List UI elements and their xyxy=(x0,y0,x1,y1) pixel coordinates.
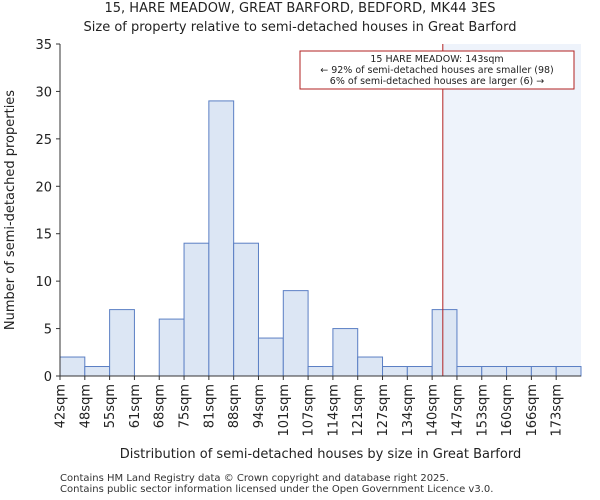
footer-line2: Contains public sector information licen… xyxy=(60,484,494,495)
x-tick-label: 75sqm xyxy=(178,384,193,428)
bar-140sqm xyxy=(431,309,458,377)
x-tick-label: 107sqm xyxy=(302,384,317,437)
larger-region-shade xyxy=(442,44,581,376)
y-ticks: 0 5 10 15 20 25 30 35 xyxy=(35,38,60,385)
x-tick-label: 173sqm xyxy=(550,384,565,437)
y-tick-label: 20 xyxy=(35,180,52,195)
x-tick-label: 114sqm xyxy=(326,384,341,437)
y-tick-label: 10 xyxy=(35,275,52,290)
x-ticks: 42sqm 48sqm 55sqm 61sqm 68sqm 75sqm 81sqm 88sqm… xyxy=(54,376,565,437)
x-tick-label: 68sqm xyxy=(153,384,168,428)
y-axis-label: Number of semi-detached properties xyxy=(3,90,18,330)
bar-81sqm xyxy=(208,100,235,377)
annotation-box: 15 HARE MEADOW: 143sqm ← 92% of semi-det… xyxy=(299,50,575,90)
bar-107sqm xyxy=(307,366,334,377)
bar-127sqm xyxy=(382,366,408,377)
bars-group xyxy=(59,100,582,377)
footer-line1: Contains HM Land Registry data © Crown c… xyxy=(60,473,449,484)
annotation-line2: ← 92% of semi-detached houses are smalle… xyxy=(320,65,554,76)
bar-75sqm xyxy=(183,242,210,377)
bar-101sqm xyxy=(282,290,309,377)
x-tick-label: 134sqm xyxy=(401,384,416,437)
x-tick-label: 48sqm xyxy=(78,384,93,428)
bar-68sqm xyxy=(158,318,185,377)
x-tick-label: 127sqm xyxy=(376,384,391,437)
bar-55sqm xyxy=(109,309,135,377)
x-axis-label: Distribution of semi-detached houses by … xyxy=(120,447,521,462)
annotation-border xyxy=(299,50,575,90)
x-tick-label: 121sqm xyxy=(351,384,366,437)
bar-160sqm xyxy=(506,366,532,377)
chart-title-line1: 15, HARE MEADOW, GREAT BARFORD, BEDFORD,… xyxy=(104,1,496,16)
bar-166sqm xyxy=(530,366,557,377)
x-tick-label: 42sqm xyxy=(54,384,69,428)
x-tick-label: 147sqm xyxy=(450,384,465,437)
x-tick-label: 101sqm xyxy=(277,384,292,437)
bar-94sqm xyxy=(257,337,284,377)
annotation-line3: 6% of semi-detached houses are larger (6… xyxy=(330,76,544,87)
bar-88sqm xyxy=(233,242,259,377)
bar-134sqm xyxy=(406,366,433,377)
annotation-line1: 15 HARE MEADOW: 143sqm xyxy=(370,54,503,65)
y-tick-label: 5 xyxy=(44,323,52,338)
axes-group xyxy=(59,44,581,377)
x-tick-label: 61sqm xyxy=(128,384,143,428)
x-tick-label: 81sqm xyxy=(202,384,217,428)
x-tick-label: 140sqm xyxy=(426,384,441,437)
x-tick-label: 166sqm xyxy=(525,384,540,437)
bar-121sqm xyxy=(357,356,384,377)
y-tick-label: 25 xyxy=(35,133,52,148)
x-tick-label: 160sqm xyxy=(500,384,515,437)
y-tick-label: 0 xyxy=(44,370,52,385)
y-tick-label: 30 xyxy=(35,85,52,100)
bar-173sqm xyxy=(555,366,582,377)
bar-114sqm xyxy=(332,328,359,377)
chart-title-line2: Size of property relative to semi-detach… xyxy=(83,20,517,35)
bar-42sqm xyxy=(59,356,86,377)
y-tick-label: 35 xyxy=(35,38,52,53)
y-tick-label: 15 xyxy=(35,228,52,243)
x-tick-label: 94sqm xyxy=(252,384,267,428)
bar-153sqm xyxy=(481,366,508,377)
bar-48sqm xyxy=(84,366,111,377)
x-tick-label: 153sqm xyxy=(475,384,490,437)
bar-147sqm xyxy=(456,366,483,377)
x-tick-label: 88sqm xyxy=(227,384,242,428)
x-tick-label: 55sqm xyxy=(103,384,118,428)
